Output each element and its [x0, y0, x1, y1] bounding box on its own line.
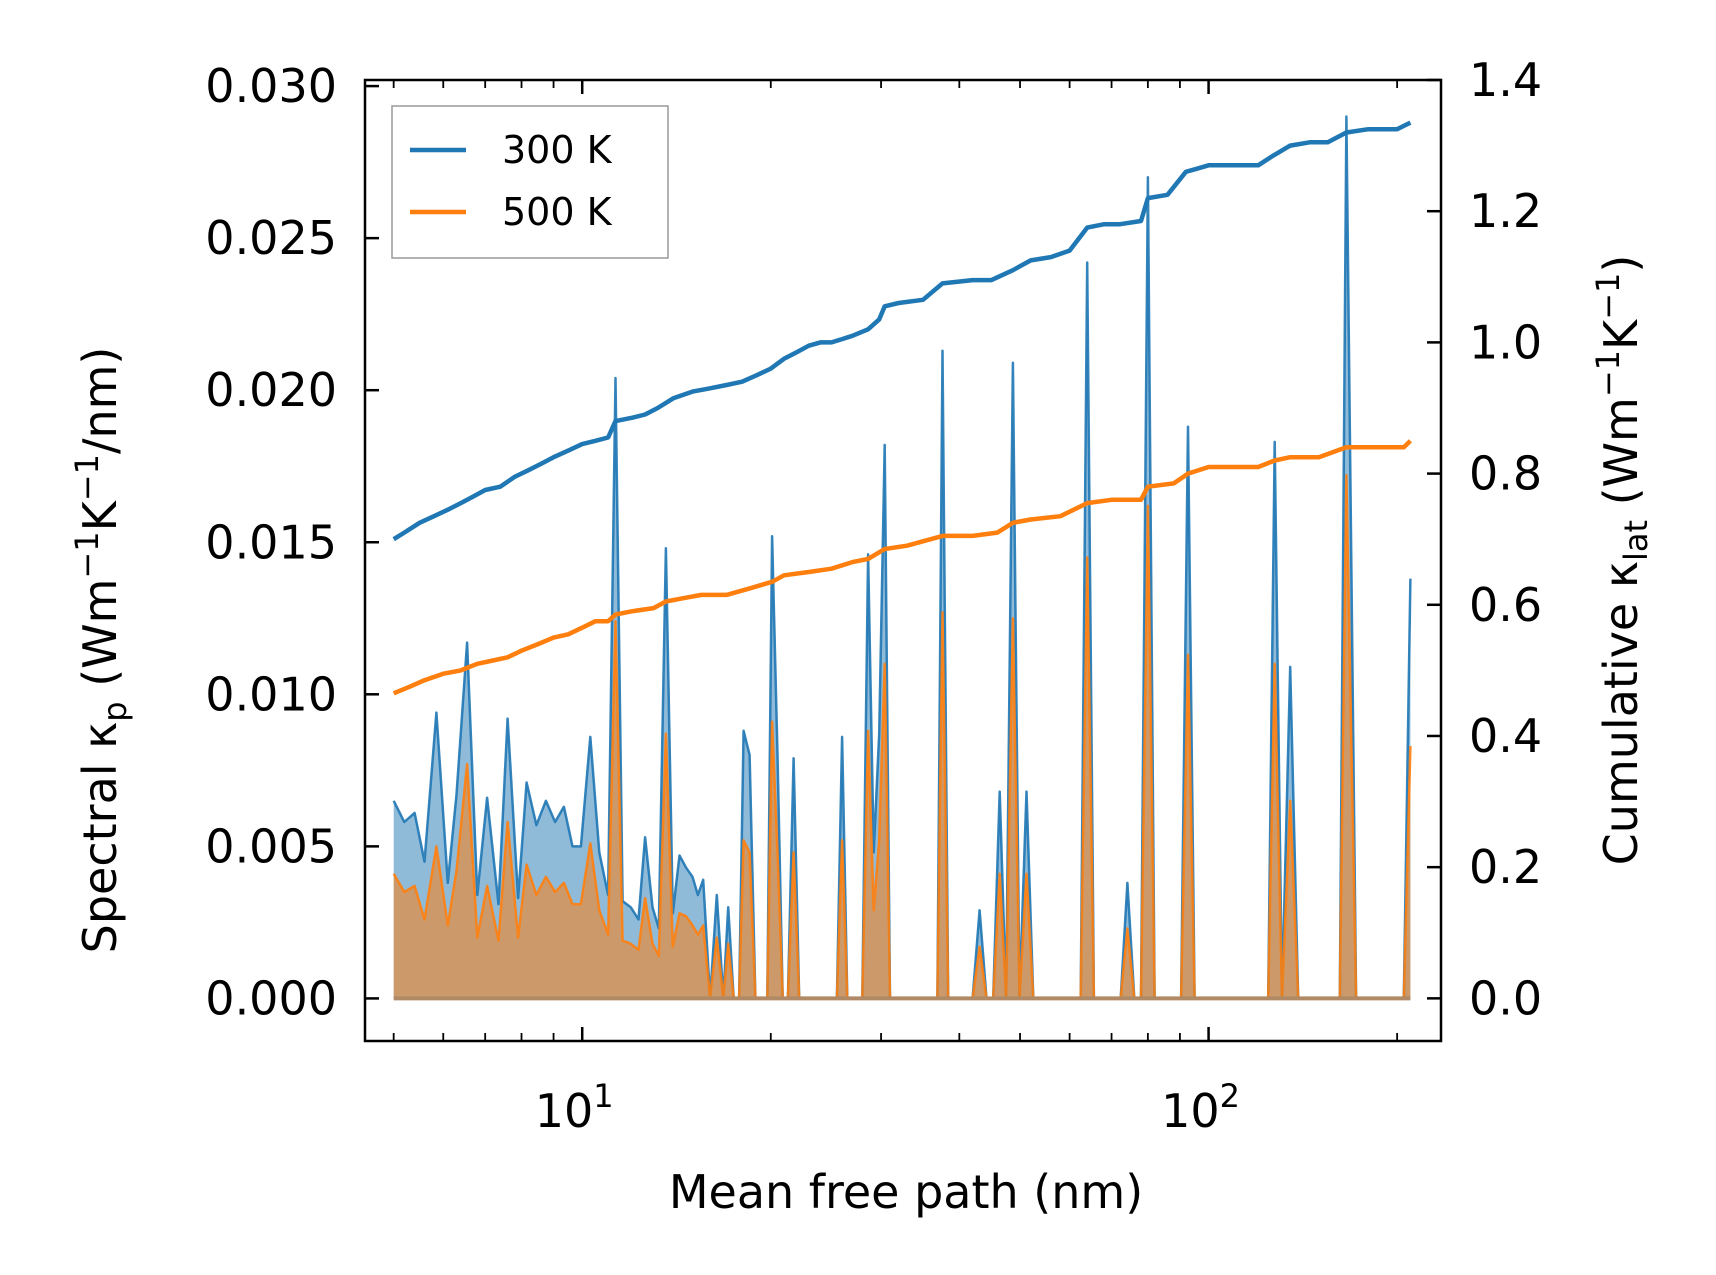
cumulative-line-500k — [392, 439, 1412, 696]
y-left-title-unit-open: (Wm — [73, 579, 127, 702]
y-left-tick-label-2: 0.010 — [205, 667, 337, 721]
y-right-tick-label-2: 0.4 — [1469, 709, 1542, 763]
legend-frame — [391, 105, 669, 259]
y-left-title-mid: K — [73, 499, 127, 531]
y-left-title-main: Spectral κ — [73, 722, 127, 954]
y-right-title-unit-close: ) — [1594, 255, 1648, 273]
y-right-title-sup1: −1 — [1589, 350, 1627, 397]
y-right-tick-label-0: 0.0 — [1469, 971, 1542, 1025]
cumulative-line-300k — [392, 120, 1412, 542]
y-right-tick-label-5: 1.0 — [1469, 315, 1542, 369]
y-right-title-sup2: −1 — [1589, 273, 1627, 320]
axes-layer: 0.000 0.005 0.010 0.015 0.020 0.025 0.030 0.0 0.… — [205, 53, 1542, 1138]
legend-label-500k: 500 K — [502, 190, 613, 234]
y-left-title-sub: p — [96, 701, 134, 721]
y-right-title-unit-open: (Wm — [1594, 397, 1648, 520]
y-left-title-unit-close: /nm) — [73, 347, 127, 454]
x-tick-label-0: 101 — [535, 1077, 614, 1138]
y-left-tick-label-0: 0.000 — [205, 971, 337, 1025]
y-right-tick-label-7: 1.4 — [1469, 53, 1542, 107]
y-left-tick-label-4: 0.020 — [205, 363, 337, 417]
y-right-tick-label-3: 0.6 — [1469, 578, 1542, 632]
plot-layer — [392, 115, 1412, 1001]
y-left-tick-label-5: 0.025 — [205, 211, 337, 265]
y-left-title-sup2: −1 — [68, 454, 106, 501]
plot-frame — [363, 78, 1443, 1043]
y-right-title-sub: lat — [1617, 520, 1655, 561]
y-axis-left-title: Spectral κp (Wm−1K−1/nm) — [68, 347, 134, 954]
y-left-tick-label-3: 0.015 — [205, 515, 337, 569]
legend-label-300k: 300 K — [502, 128, 613, 172]
y-right-tick-label-6: 1.2 — [1469, 184, 1542, 238]
spectral-area-300k — [393, 116, 1411, 999]
x-tick-label-1: 102 — [1161, 1077, 1240, 1138]
y-left-tick-label-6: 0.030 — [205, 59, 337, 113]
y-axis-right-title: Cumulative κlat (Wm−1K−1) — [1589, 255, 1655, 866]
legend: 300 K 500 K — [391, 105, 669, 259]
y-right-title-main: Cumulative κ — [1594, 561, 1648, 865]
y-left-tick-label-1: 0.005 — [205, 819, 337, 873]
x-axis-title: Mean free path (nm) — [669, 1165, 1143, 1219]
y-right-tick-label-1: 0.2 — [1469, 840, 1542, 894]
y-right-tick-label-4: 0.8 — [1469, 447, 1542, 501]
spectral-area-500k — [393, 475, 1411, 999]
y-left-title-sup1: −1 — [68, 531, 106, 578]
y-right-title-mid: K — [1594, 318, 1648, 350]
